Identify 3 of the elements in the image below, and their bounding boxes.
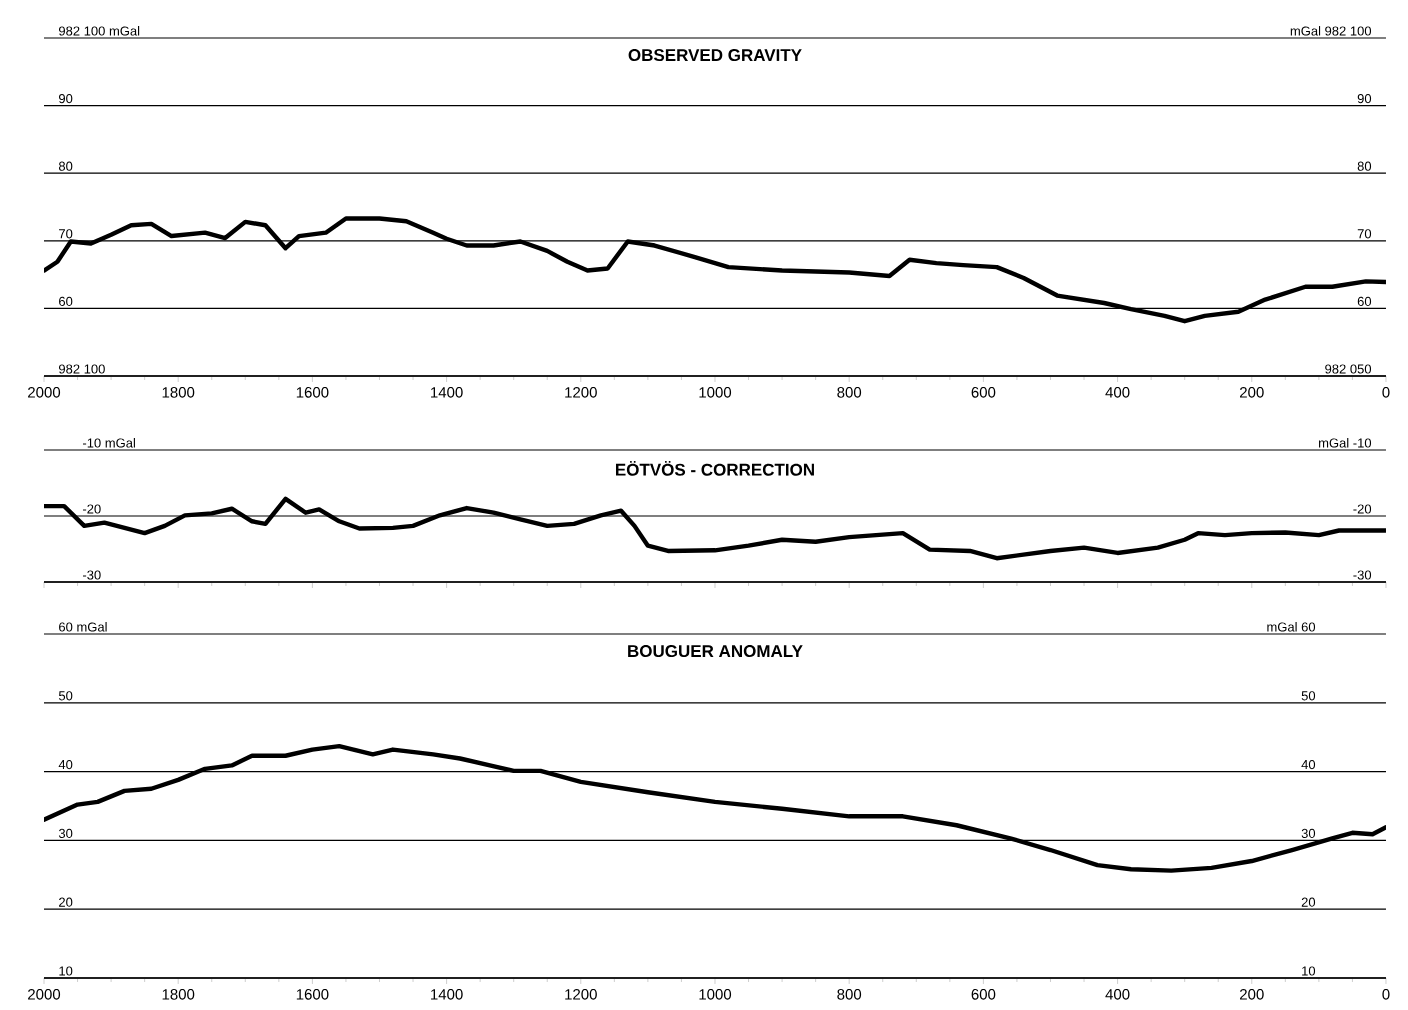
text: BOUGUER ANOMALY [628, 645, 803, 658]
text: OBSERVED GRAVITY [628, 49, 802, 62]
text: EÖTVÖS - CORRECTION [616, 461, 814, 476]
